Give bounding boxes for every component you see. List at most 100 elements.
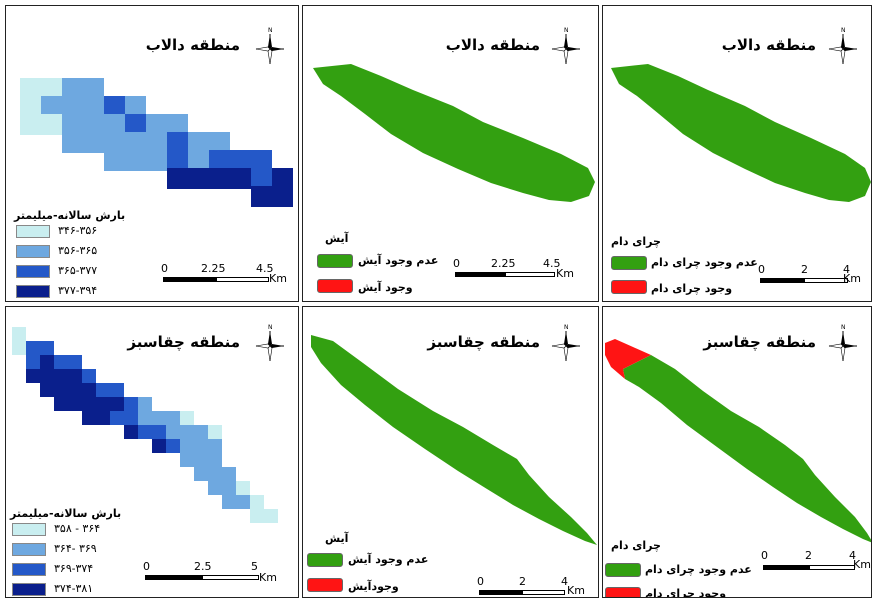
precipitation-cell: [167, 132, 188, 153]
scale-tick: 0: [758, 263, 765, 276]
legend-title: آیش: [325, 532, 349, 545]
region-no-grazing: [623, 355, 871, 543]
scale-bar-segment: [809, 565, 855, 570]
scale-unit: Km: [556, 267, 574, 280]
legend-swatch-fallow: [307, 578, 343, 592]
precipitation-cell: [208, 439, 222, 453]
scale-tick: 0: [161, 262, 168, 275]
panel-chaghasabz-fallow: منطقه چقاسبز آیش عدم وجود آیش وجودآیش 0 …: [302, 306, 599, 598]
map-title: منطقه چقاسبز: [703, 333, 816, 351]
legend-swatch-no-fallow: [317, 254, 353, 268]
north-arrow-icon: [250, 323, 290, 363]
precipitation-cell: [146, 114, 167, 135]
precipitation-cell: [82, 397, 96, 411]
scale-tick: 4: [843, 263, 850, 276]
panel-dalab-grazing: منطقه دالاب چرای دام عدم وجود چرای دام و…: [602, 5, 872, 302]
precipitation-cell: [230, 168, 251, 189]
legend-title: بارش سالانه-میلیمتر: [14, 209, 126, 222]
scale-bar-segment: [216, 277, 269, 282]
legend-swatch-4: [12, 583, 46, 596]
precipitation-cell: [138, 411, 152, 425]
precipitation-cell: [166, 411, 180, 425]
scale-unit: Km: [567, 584, 585, 597]
map-title: منطقه دالاب: [445, 36, 540, 54]
precipitation-cell: [110, 397, 124, 411]
precipitation-cell: [264, 509, 278, 523]
legend-swatch-3: [16, 265, 50, 278]
dalab-grazing-map: [611, 64, 871, 202]
legend-label-no-fallow: عدم وجود آیش: [348, 553, 429, 566]
north-arrow-icon: [546, 26, 586, 66]
precipitation-cell: [124, 397, 138, 411]
precipitation-cell: [188, 132, 209, 153]
scale-unit: Km: [853, 558, 871, 571]
map-title: منطقه چقاسبز: [427, 333, 540, 351]
precipitation-cell: [167, 114, 188, 135]
legend-swatch-fallow: [317, 279, 353, 293]
legend-range-3: ۳۶۹-۳۷۴: [54, 562, 94, 575]
scale-tick: 4.5: [543, 257, 561, 270]
chaghasabz-precipitation-map: [12, 327, 278, 523]
scale-tick: 0: [453, 257, 460, 270]
precipitation-cell: [20, 78, 41, 99]
precipitation-cell: [209, 168, 230, 189]
precipitation-cell: [188, 150, 209, 171]
precipitation-cell: [208, 481, 222, 495]
precipitation-cell: [26, 341, 40, 355]
legend-label-fallow: وجودآیش: [348, 580, 399, 593]
legend-label-grazing: وجود چرای دام: [651, 282, 733, 295]
precipitation-cell: [250, 509, 264, 523]
scale-tick: 2: [519, 575, 526, 588]
precipitation-cell: [110, 411, 124, 425]
precipitation-cell: [83, 96, 104, 117]
legend-range-1: ۳۵۸ - ۳۶۴: [54, 522, 101, 535]
precipitation-cell: [138, 425, 152, 439]
precipitation-cell: [194, 467, 208, 481]
scale-bar-segment: [763, 565, 809, 570]
precipitation-cell: [222, 467, 236, 481]
map-title: منطقه دالاب: [145, 36, 240, 54]
precipitation-cell: [41, 114, 62, 135]
precipitation-cell: [96, 411, 110, 425]
dalab-fallow-map: [313, 64, 595, 202]
precipitation-cell: [40, 383, 54, 397]
precipitation-cell: [250, 495, 264, 509]
precipitation-cell: [180, 453, 194, 467]
precipitation-cell: [272, 186, 293, 207]
precipitation-cell: [68, 355, 82, 369]
legend-label-no-grazing: عدم وجود چرای دام: [645, 563, 752, 576]
precipitation-cell: [82, 411, 96, 425]
precipitation-cell: [166, 425, 180, 439]
scale-tick: 2.5: [194, 560, 212, 573]
precipitation-cell: [40, 369, 54, 383]
precipitation-cell: [110, 383, 124, 397]
legend-swatch-2: [16, 245, 50, 258]
scale-tick: 4.5: [256, 262, 274, 275]
precipitation-cell: [209, 132, 230, 153]
scale-unit: Km: [259, 571, 277, 584]
precipitation-cell: [208, 425, 222, 439]
scale-tick: 4: [561, 575, 568, 588]
precipitation-cell: [194, 439, 208, 453]
precipitation-cell: [167, 168, 188, 189]
precipitation-cell: [180, 425, 194, 439]
precipitation-cell: [251, 150, 272, 171]
precipitation-cell: [194, 453, 208, 467]
scale-unit: Km: [843, 272, 861, 285]
legend-title: چرای دام: [611, 235, 661, 248]
region-grazing: [605, 339, 651, 379]
legend-title: آیش: [325, 232, 349, 245]
scale-tick: 0: [143, 560, 150, 573]
legend-title: چرای دام: [611, 539, 661, 552]
panel-chaghasabz-precipitation: منطقه چقاسبز بارش سالانه-میلیمتر ۳۵۸ - ۳…: [5, 306, 299, 598]
precipitation-cell: [104, 96, 125, 117]
scale-tick: 2: [805, 549, 812, 562]
precipitation-cell: [41, 78, 62, 99]
precipitation-cell: [222, 495, 236, 509]
scale-unit: Km: [269, 272, 287, 285]
precipitation-cell: [166, 439, 180, 453]
north-arrow-icon: [250, 26, 290, 66]
precipitation-cell: [83, 114, 104, 135]
precipitation-cell: [82, 383, 96, 397]
dalab-precipitation-map: [20, 78, 293, 207]
